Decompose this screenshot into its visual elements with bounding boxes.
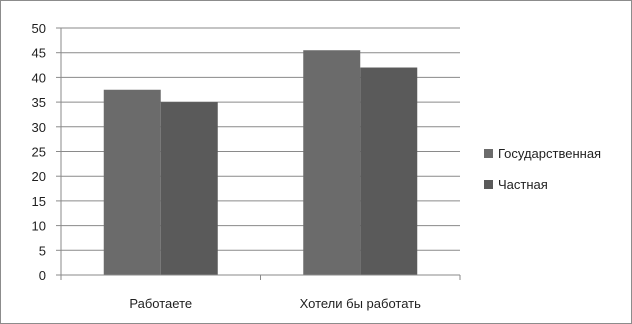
y-tick-label-25: 25 [32,145,46,160]
y-tick-label-20: 20 [32,169,46,184]
axes: 0 5 10 15 20 25 30 35 40 45 50 Работаете Хотели бы р… [32,21,461,311]
y-tick-label-40: 40 [32,70,46,85]
bar-gos-1 [303,50,361,276]
bar-priv-1 [360,67,418,276]
legend-label-0: Государственная [498,146,601,161]
y-tick-label-45: 45 [32,46,46,61]
legend-label-1: Частная [498,177,548,192]
bar-gos-0 [103,89,161,275]
legend-swatch-0 [484,149,493,158]
bar-priv-0 [160,102,218,275]
y-tick-label-30: 30 [32,120,46,135]
x-category-label-1: Хотели бы работать [300,296,421,311]
y-tick-label-15: 15 [32,194,46,209]
y-tick-label-50: 50 [32,21,46,36]
y-tick-label-5: 5 [39,243,46,258]
y-tick-label-0: 0 [39,268,46,283]
y-tick-label-10: 10 [32,219,46,234]
legend: Государственная Частная [484,146,601,192]
y-tick-label-35: 35 [32,95,46,110]
legend-swatch-1 [484,180,493,189]
x-category-label-0: Работаете [129,296,192,311]
bars [103,50,418,276]
